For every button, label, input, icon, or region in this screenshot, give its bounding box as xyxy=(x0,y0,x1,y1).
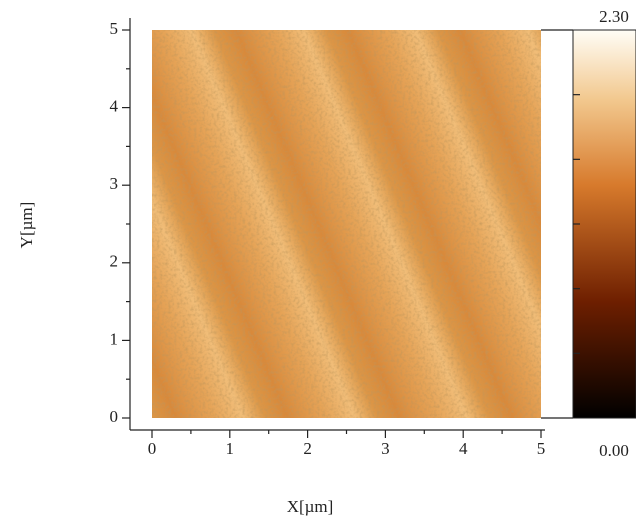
colorbar-label: 0.00 xyxy=(599,441,629,460)
y-tick-label: 3 xyxy=(110,174,119,193)
x-tick-label: 1 xyxy=(226,439,235,458)
x-tick-label: 4 xyxy=(459,439,468,458)
x-tick-label: 2 xyxy=(303,439,312,458)
y-tick-label: 2 xyxy=(110,252,119,271)
y-tick-label: 4 xyxy=(110,97,119,116)
y-axis-label: Y[µm] xyxy=(17,202,36,249)
x-axis-label: X[µm] xyxy=(287,497,334,516)
y-tick-label: 1 xyxy=(110,329,119,348)
y-tick-label: 5 xyxy=(110,19,119,38)
x-tick-label: 3 xyxy=(381,439,390,458)
afm-image xyxy=(152,30,541,418)
y-tick-label: 0 xyxy=(110,407,119,426)
colorbar-label: 2.30 xyxy=(599,7,629,26)
colorbar xyxy=(572,29,636,419)
x-tick-label: 0 xyxy=(148,439,157,458)
x-tick-label: 5 xyxy=(537,439,546,458)
